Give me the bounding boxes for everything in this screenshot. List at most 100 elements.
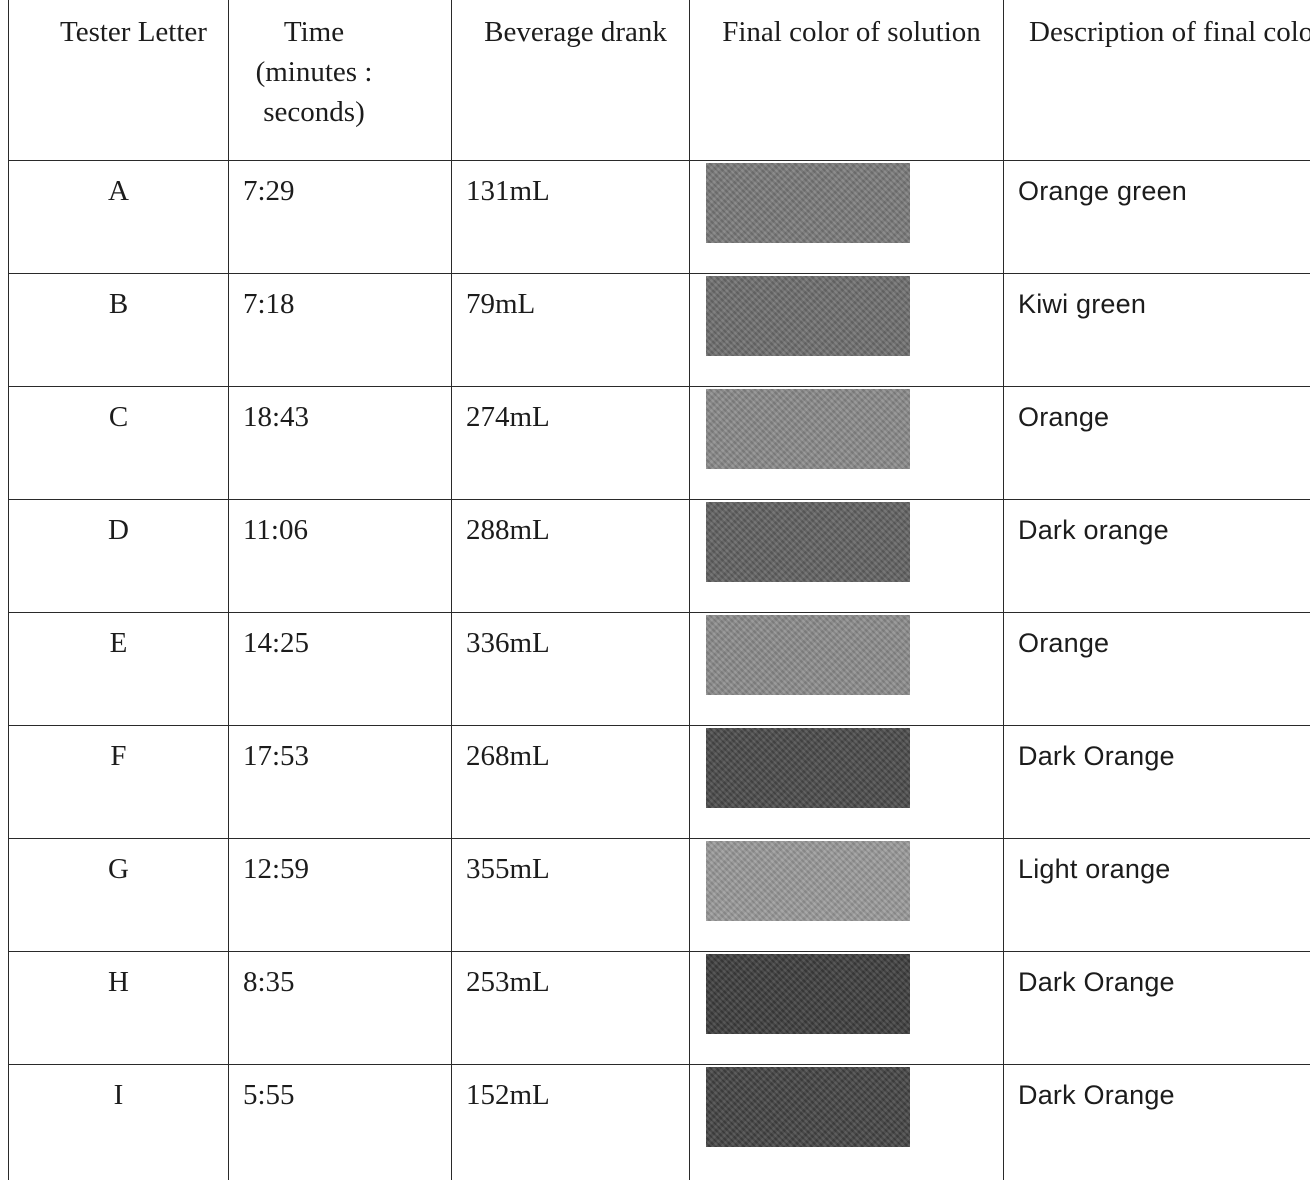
- description-value: Dark orange: [1018, 514, 1169, 545]
- time-value: 8:35: [243, 965, 295, 998]
- time-value: 18:43: [243, 400, 310, 433]
- cell-tester-letter: G: [8, 837, 229, 952]
- cell-tester-letter: D: [8, 498, 229, 613]
- time-value: 17:53: [243, 739, 310, 772]
- description-value: Light orange: [1018, 853, 1171, 884]
- header-time: Time (minutes : seconds): [255, 16, 373, 128]
- time-value: 5:55: [243, 1078, 295, 1111]
- header-description: Description of final color: [1029, 16, 1310, 48]
- cell-beverage: 152mL: [451, 1063, 690, 1180]
- cell-time: 8:35: [228, 950, 452, 1065]
- description-value: Orange green: [1018, 175, 1188, 206]
- tester-letter: D: [108, 513, 129, 546]
- cell-final-color: [689, 837, 1004, 952]
- tester-letter: B: [108, 287, 129, 320]
- description-value: Orange: [1018, 401, 1110, 432]
- time-value: 14:25: [243, 626, 310, 659]
- beverage-value: 253mL: [466, 965, 550, 998]
- cell-time: 14:25: [228, 611, 452, 726]
- tester-letter: C: [108, 400, 129, 433]
- color-swatch: [706, 275, 910, 356]
- beverage-value: 79mL: [466, 287, 536, 320]
- cell-final-color: [689, 724, 1004, 839]
- header-tester-letter: Tester Letter: [60, 16, 207, 48]
- header-cell-time: Time (minutes : seconds): [228, 0, 452, 161]
- time-value: 11:06: [243, 513, 308, 546]
- cell-final-color: [689, 1063, 1004, 1180]
- beverage-value: 152mL: [466, 1078, 550, 1111]
- cell-tester-letter: I: [8, 1063, 229, 1180]
- beverage-value: 288mL: [466, 513, 550, 546]
- color-swatch: [706, 614, 910, 695]
- tester-letter: H: [108, 965, 129, 998]
- tester-letter: I: [113, 1078, 124, 1111]
- description-value: Dark Orange: [1018, 740, 1175, 771]
- cell-beverage: 131mL: [451, 159, 690, 274]
- cell-time: 11:06: [228, 498, 452, 613]
- cell-time: 18:43: [228, 385, 452, 500]
- beverage-value: 355mL: [466, 852, 550, 885]
- header-cell-description: Description of final color: [1003, 0, 1310, 161]
- cell-description: Orange: [1003, 611, 1310, 726]
- cell-description: Light orange: [1003, 837, 1310, 952]
- cell-description: Dark Orange: [1003, 1063, 1310, 1180]
- tester-letter: F: [110, 739, 127, 772]
- color-swatch: [706, 1066, 910, 1147]
- cell-tester-letter: B: [8, 272, 229, 387]
- cell-tester-letter: F: [8, 724, 229, 839]
- header-cell-beverage: Beverage drank: [451, 0, 690, 161]
- cell-description: Dark Orange: [1003, 724, 1310, 839]
- cell-final-color: [689, 498, 1004, 613]
- header-beverage-drank: Beverage drank: [484, 16, 667, 48]
- cell-final-color: [689, 950, 1004, 1065]
- header-cell-final-color: Final color of solution: [689, 0, 1004, 161]
- color-swatch: [706, 501, 910, 582]
- beverage-value: 336mL: [466, 626, 550, 659]
- beverage-value: 131mL: [466, 174, 550, 207]
- cell-final-color: [689, 385, 1004, 500]
- cell-time: 7:29: [228, 159, 452, 274]
- cell-beverage: 288mL: [451, 498, 690, 613]
- cell-beverage: 355mL: [451, 837, 690, 952]
- tester-letter: G: [108, 852, 129, 885]
- cell-description: Dark orange: [1003, 498, 1310, 613]
- cell-beverage: 274mL: [451, 385, 690, 500]
- cell-description: Orange green: [1003, 159, 1310, 274]
- cell-beverage: 253mL: [451, 950, 690, 1065]
- color-swatch: [706, 953, 910, 1034]
- cell-beverage: 336mL: [451, 611, 690, 726]
- cell-description: Dark Orange: [1003, 950, 1310, 1065]
- description-value: Kiwi green: [1018, 288, 1147, 319]
- results-table: Tester Letter Time (minutes : seconds) B…: [8, 0, 1310, 1180]
- header-final-color: Final color of solution: [722, 16, 981, 48]
- table-row: I 5:55 152mL Dark Orange: [8, 1063, 1310, 1180]
- table-row: D 11:06 288mL Dark orange: [8, 498, 1310, 613]
- beverage-value: 274mL: [466, 400, 550, 433]
- color-swatch: [706, 388, 910, 469]
- color-swatch: [706, 162, 910, 243]
- time-value: 12:59: [243, 852, 310, 885]
- header-row: Tester Letter Time (minutes : seconds) B…: [8, 0, 1310, 161]
- color-swatch: [706, 840, 910, 921]
- cell-tester-letter: H: [8, 950, 229, 1065]
- cell-tester-letter: E: [8, 611, 229, 726]
- cell-description: Orange: [1003, 385, 1310, 500]
- description-value: Dark Orange: [1018, 966, 1175, 997]
- tester-letter: A: [108, 174, 129, 207]
- table-row: C 18:43 274mL Orange: [8, 385, 1310, 500]
- cell-final-color: [689, 159, 1004, 274]
- cell-final-color: [689, 272, 1004, 387]
- description-value: Orange: [1018, 627, 1110, 658]
- cell-time: 17:53: [228, 724, 452, 839]
- table-row: B 7:18 79mL Kiwi green: [8, 272, 1310, 387]
- header-cell-tester-letter: Tester Letter: [8, 0, 229, 161]
- table-row: F 17:53 268mL Dark Orange: [8, 724, 1310, 839]
- cell-time: 7:18: [228, 272, 452, 387]
- time-value: 7:29: [243, 174, 295, 207]
- table-row: E 14:25 336mL Orange: [8, 611, 1310, 726]
- color-swatch: [706, 727, 910, 808]
- table-row: G 12:59 355mL Light orange: [8, 837, 1310, 952]
- cell-beverage: 268mL: [451, 724, 690, 839]
- cell-final-color: [689, 611, 1004, 726]
